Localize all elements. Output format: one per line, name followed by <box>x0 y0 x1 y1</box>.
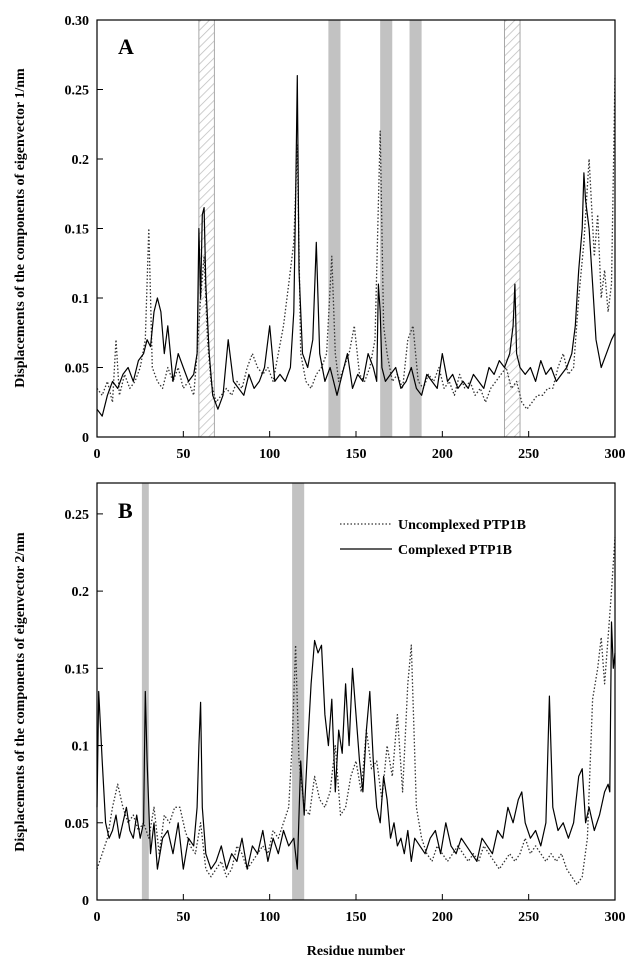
panel-a-x-tick-label: 0 <box>94 447 101 462</box>
panel-a-series-uncomplexed-line <box>96 75 616 410</box>
panel-a-y-tick-label: 0.30 <box>65 14 90 29</box>
panel-b-label: B <box>118 498 133 523</box>
panel-b-series-uncomplexed-line <box>96 537 616 886</box>
panel-b-y-tick-label: 0.15 <box>65 662 90 677</box>
panel-b-x-tick-label: 300 <box>605 910 626 925</box>
panel-a-y-axis-title: Displacements of the components of eigen… <box>13 68 28 388</box>
panel-a-ticks: 0 50 100 150 200 250 300 0 0.05 0.1 0.15 0.2 0.25 0.3… <box>65 14 626 462</box>
panel-a-highlight-band <box>380 20 393 437</box>
panel-a-x-tick-label: 200 <box>432 447 453 462</box>
panel-a-x-tick-label: 150 <box>346 447 367 462</box>
panel-b-y-tick-label: 0.1 <box>72 740 90 755</box>
panel-a-series <box>96 75 616 417</box>
panel-a-y-tick-label: 0.1 <box>72 292 90 307</box>
legend: Uncomplexed PTP1B Complexed PTP1B <box>340 518 526 558</box>
panel-a-highlight-band <box>328 20 341 437</box>
panel-a-x-tick-label: 50 <box>176 447 190 462</box>
panel-a-y-tick-label: 0 <box>82 431 89 446</box>
x-axis-title: Residue number <box>307 944 405 959</box>
panel-b-highlights <box>141 483 305 900</box>
legend-label-complexed: Complexed PTP1B <box>398 543 512 558</box>
panel-b-series <box>96 537 616 886</box>
panel-b-x-tick-label: 100 <box>259 910 280 925</box>
panel-a-y-tick-label: 0.25 <box>65 84 90 99</box>
panel-b-x-tick-label: 150 <box>346 910 367 925</box>
panel-a: 0 50 100 150 200 250 300 0 0.05 0.1 0.15 0.2 0.25 0.3… <box>13 14 626 462</box>
panel-b-y-tick-label: 0.25 <box>65 508 90 523</box>
panel-b-x-tick-label: 250 <box>518 910 539 925</box>
panel-b-ticks: 0 50 100 150 200 250 300 0 0.05 0.1 0.15 0.2 0.25 <box>65 508 626 925</box>
panel-a-x-tick-label: 100 <box>259 447 280 462</box>
panel-b-x-tick-label: 0 <box>94 910 101 925</box>
panel-b-y-tick-label: 0.2 <box>72 585 90 600</box>
panel-b-x-tick-label: 200 <box>432 910 453 925</box>
panel-a-y-tick-label: 0.05 <box>65 362 90 377</box>
panel-a-label: A <box>118 34 134 59</box>
panel-a-highlight-band-hatched <box>503 19 521 438</box>
panel-b-y-tick-label: 0 <box>82 894 89 909</box>
panel-a-y-tick-label: 0.15 <box>65 223 90 238</box>
panel-a-highlights <box>198 19 521 438</box>
panel-a-series-complexed-line <box>96 75 616 417</box>
panel-a-highlight-band-hatched <box>198 19 215 438</box>
panel-a-x-tick-label: 300 <box>605 447 626 462</box>
panel-b-y-tick-label: 0.05 <box>65 817 90 832</box>
panel-b-x-tick-label: 50 <box>176 910 190 925</box>
panel-b-plot-frame <box>96 482 616 901</box>
legend-label-uncomplexed: Uncomplexed PTP1B <box>398 518 526 533</box>
panel-b-y-axis-title: Displacements of the components of eigen… <box>13 532 28 852</box>
panel-a-y-tick-label: 0.2 <box>72 153 90 168</box>
panel-a-x-tick-label: 250 <box>518 447 539 462</box>
panel-a-highlight-band <box>409 20 422 437</box>
panel-b-highlight-band <box>292 483 305 900</box>
panel-b-series-complexed-line <box>96 621 616 870</box>
